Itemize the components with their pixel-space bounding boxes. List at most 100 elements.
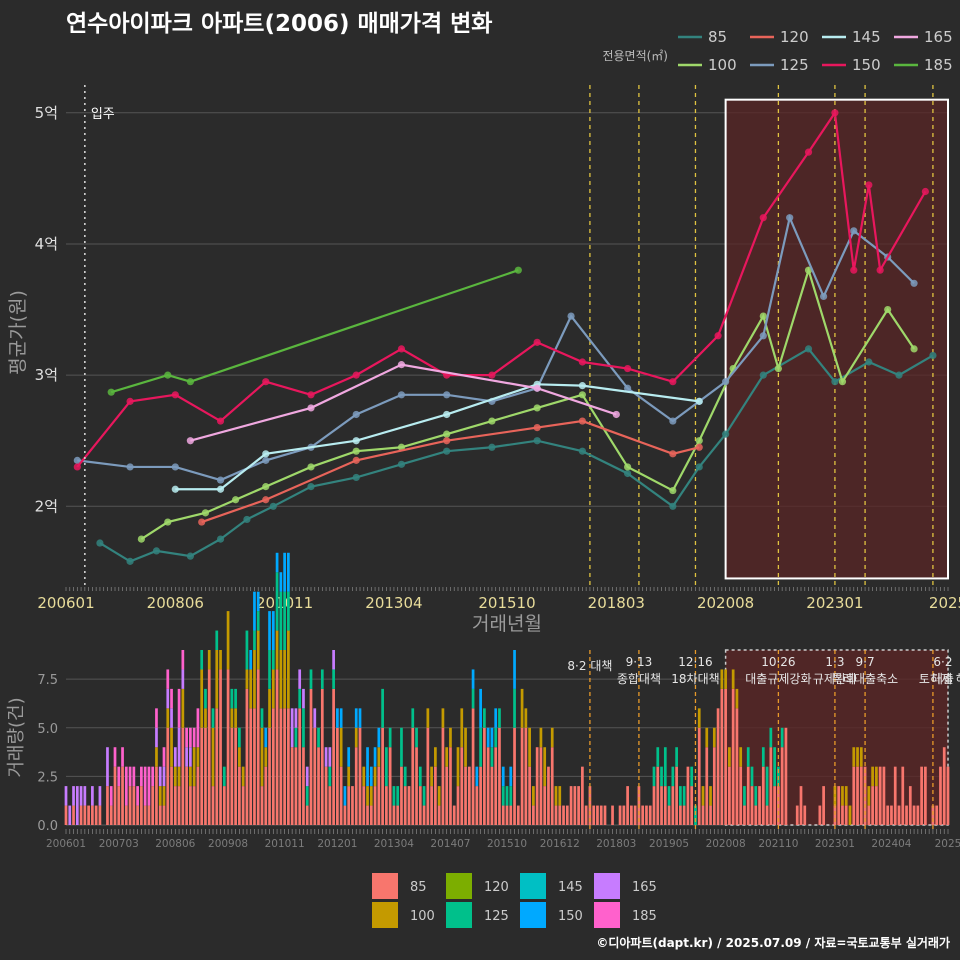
volume-bar-85 xyxy=(219,669,222,825)
policy-annotation: 9·7 xyxy=(856,655,875,669)
volume-policy-lines: 8·2 대책 9·13 종합대책 12·16 18차대책 10·26 대출규제강화 1·3 규제… xyxy=(567,650,960,831)
volume-bar-100 xyxy=(339,727,343,767)
series-point-125 xyxy=(786,214,794,222)
volume-bar-100 xyxy=(437,786,441,806)
volume-bar-100 xyxy=(189,766,192,787)
series-point-125 xyxy=(567,312,575,320)
volume-bar-100 xyxy=(728,747,731,767)
volume-x-tick: 200601 xyxy=(46,838,86,850)
volume-bar-85 xyxy=(64,805,68,825)
volume-bar-185 xyxy=(132,766,136,787)
volume-bar-100 xyxy=(709,786,712,806)
volume-bar-125 xyxy=(660,766,663,787)
volume-bar-85 xyxy=(516,805,520,825)
volume-bar-165 xyxy=(83,786,87,806)
volume-bar-85 xyxy=(841,805,844,825)
volume-bar-100 xyxy=(170,727,173,767)
volume-x-tick: 201011 xyxy=(265,838,305,850)
volume-bar-85 xyxy=(626,786,629,825)
policy-annotation: 1·3 xyxy=(825,655,844,669)
volume-bar-85 xyxy=(780,747,784,825)
volume-bar-165 xyxy=(332,650,335,670)
volume-bar-85 xyxy=(709,805,712,825)
volume-bar-85 xyxy=(287,708,290,825)
volume-bar-85 xyxy=(302,747,305,825)
volume-bar-125 xyxy=(279,591,283,650)
series-point-125 xyxy=(910,279,918,287)
volume-bar-100 xyxy=(445,747,449,767)
volume-bar-85 xyxy=(908,786,912,825)
price-y-tick: 3억 xyxy=(35,366,58,384)
volume-bar-85 xyxy=(871,786,874,825)
series-point-150 xyxy=(714,332,722,340)
volume-bar-85 xyxy=(893,766,897,825)
series-point-145 xyxy=(171,485,179,493)
legend-label-145: 145 xyxy=(852,28,881,46)
volume-bar-85 xyxy=(373,786,377,825)
policy-annotation: 대출규제강화 xyxy=(745,672,811,686)
volume-bar-85 xyxy=(366,805,369,825)
volume-bar-165 xyxy=(328,747,332,767)
volume-bar-165 xyxy=(91,786,94,806)
volume-bar-85 xyxy=(878,766,882,825)
volume-bar-165 xyxy=(106,747,109,787)
volume-bar-85 xyxy=(867,805,871,825)
volume-bar-85 xyxy=(320,688,324,825)
volume-bar-85 xyxy=(682,805,686,825)
volume-bar-85 xyxy=(170,766,173,825)
volume-bar-165 xyxy=(177,727,181,767)
volume-bar-125 xyxy=(268,650,271,689)
volume-bar-85 xyxy=(245,688,249,825)
volume-x-tick: 200806 xyxy=(155,838,195,850)
series-point-165 xyxy=(612,410,620,419)
volume-bar-150 xyxy=(347,747,351,767)
series-point-100 xyxy=(137,535,145,543)
volume-bar-85 xyxy=(633,805,637,825)
volume-bar-100 xyxy=(234,708,237,728)
volume-bar-125 xyxy=(750,766,754,787)
volume-bar-125 xyxy=(682,786,686,806)
price-x-tick: 201304 xyxy=(365,594,422,612)
volume-bar-85 xyxy=(765,805,769,825)
series-point-85 xyxy=(929,351,937,360)
top-legend: 전용면적(㎡) 85 100 120 125 145 150 165 185 xyxy=(602,28,952,74)
series-point-100 xyxy=(759,312,767,320)
volume-bar-150 xyxy=(471,669,475,689)
volume-bar-85 xyxy=(822,786,825,825)
volume-bar-85 xyxy=(490,766,494,825)
volume-bar-125 xyxy=(328,766,332,787)
bottom-legend-label-185: 185 xyxy=(632,909,657,924)
series-point-150 xyxy=(759,214,767,222)
volume-bar-125 xyxy=(780,727,784,748)
price-grid: 2억3억4억5억20060120080620101120130420151020… xyxy=(35,104,960,612)
volume-bar-100 xyxy=(264,747,268,767)
volume-bar-85 xyxy=(434,766,437,825)
volume-bar-85 xyxy=(501,805,505,825)
volume-bar-100 xyxy=(354,727,358,748)
series-point-100 xyxy=(232,496,240,504)
volume-bar-85 xyxy=(532,805,535,825)
series-point-125 xyxy=(443,391,451,399)
volume-bar-165 xyxy=(173,747,177,767)
policy-annotation: 토허제 해 xyxy=(919,672,960,686)
volume-bar-85 xyxy=(656,766,660,825)
volume-bar-125 xyxy=(238,727,241,748)
volume-bar-125 xyxy=(388,727,392,748)
volume-bar-125 xyxy=(200,650,204,670)
volume-bar-85 xyxy=(701,805,705,825)
volume-bar-85 xyxy=(603,805,607,825)
volume-bar-85 xyxy=(456,786,460,825)
volume-bar-85 xyxy=(795,805,799,825)
volume-bar-125 xyxy=(283,591,286,650)
series-point-120 xyxy=(198,518,206,526)
series-point-145 xyxy=(443,410,451,419)
volume-bar-85 xyxy=(332,688,335,825)
volume-bar-185 xyxy=(170,688,173,709)
bottom-legend-label-125: 125 xyxy=(484,909,509,924)
legend-label-165: 165 xyxy=(924,28,953,46)
volume-bar-100 xyxy=(226,611,230,670)
series-point-185 xyxy=(186,378,194,386)
volume-bar-85 xyxy=(309,688,313,825)
volume-bar-85 xyxy=(204,727,207,825)
